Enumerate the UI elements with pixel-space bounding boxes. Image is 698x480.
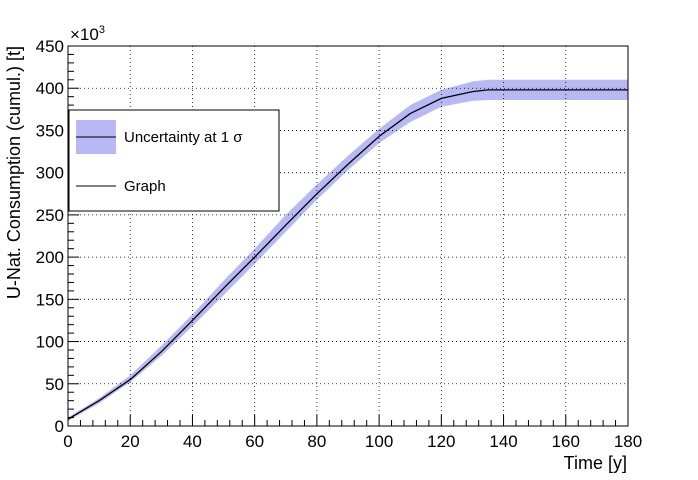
x-tick-label: 180 — [614, 432, 642, 451]
x-tick-label: 20 — [121, 432, 140, 451]
y-tick-label: 200 — [36, 248, 64, 267]
x-tick-label: 140 — [489, 432, 517, 451]
legend-label-graph: Graph — [124, 178, 166, 195]
y-tick-label: 0 — [55, 417, 64, 436]
x-tick-label: 160 — [552, 432, 580, 451]
y-tick-label: 250 — [36, 206, 64, 225]
legend: Uncertainty at 1 σ Graph — [68, 109, 280, 212]
tick-label-layer: 0 20 40 60 80 100 120 140 160 180 0 50 100 150 200 250 3… — [36, 37, 643, 451]
graph-line — [67, 89, 628, 420]
y-tick-label: 300 — [36, 164, 64, 183]
y-multiplier: ×103 — [70, 24, 105, 44]
x-tick-label: 100 — [365, 432, 393, 451]
y-tick-label: 100 — [36, 333, 64, 352]
grid-layer — [68, 46, 628, 426]
tick-layer — [67, 45, 629, 427]
x-tick-label: 120 — [427, 432, 455, 451]
y-tick-label: 150 — [36, 290, 64, 309]
legend-label-uncertainty: Uncertainty at 1 σ — [124, 129, 243, 146]
y-tick-label: 50 — [45, 375, 64, 394]
x-axis-label: Time [y] — [564, 453, 627, 473]
y-tick-label: 350 — [36, 121, 64, 140]
x-tick-label: 40 — [183, 432, 202, 451]
y-tick-label: 400 — [36, 79, 64, 98]
graph-line-layer — [67, 89, 628, 420]
y-axis-label: U-Nat. Consumption (cumul.) [t] — [4, 46, 24, 299]
plot-frame — [67, 45, 629, 427]
x-tick-label: 80 — [307, 432, 326, 451]
y-tick-label: 450 — [36, 37, 64, 56]
x-tick-label: 0 — [63, 432, 72, 451]
x-tick-label: 60 — [245, 432, 264, 451]
